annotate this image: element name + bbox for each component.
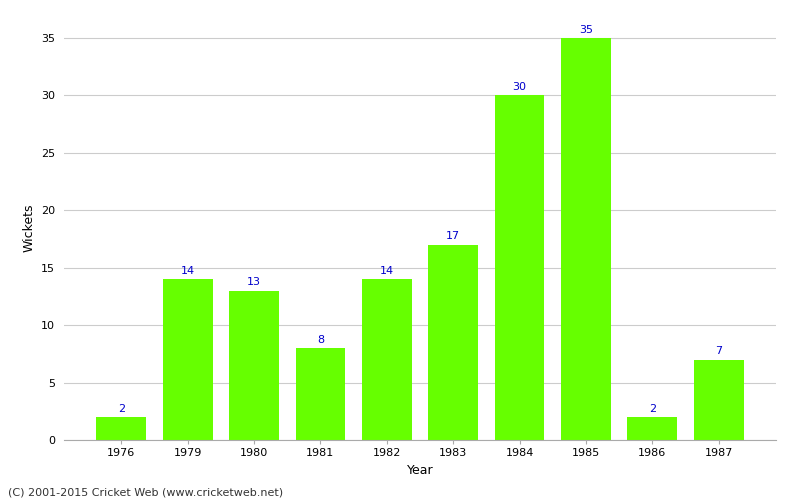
- Text: 14: 14: [380, 266, 394, 276]
- Bar: [362, 279, 412, 440]
- Text: (C) 2001-2015 Cricket Web (www.cricketweb.net): (C) 2001-2015 Cricket Web (www.cricketwe…: [8, 488, 283, 498]
- Bar: [561, 38, 611, 440]
- Bar: [494, 96, 545, 440]
- Bar: [627, 417, 678, 440]
- Bar: [694, 360, 744, 440]
- Bar: [229, 290, 279, 440]
- Bar: [428, 244, 478, 440]
- Text: 8: 8: [317, 334, 324, 344]
- Text: 14: 14: [181, 266, 194, 276]
- Bar: [96, 417, 146, 440]
- Text: 2: 2: [649, 404, 656, 413]
- X-axis label: Year: Year: [406, 464, 434, 477]
- Text: 13: 13: [247, 277, 261, 287]
- Y-axis label: Wickets: Wickets: [22, 203, 35, 252]
- Bar: [295, 348, 346, 440]
- Text: 30: 30: [513, 82, 526, 92]
- Text: 2: 2: [118, 404, 125, 413]
- Bar: [162, 279, 213, 440]
- Text: 35: 35: [579, 24, 593, 34]
- Text: 17: 17: [446, 232, 460, 241]
- Text: 7: 7: [715, 346, 722, 356]
